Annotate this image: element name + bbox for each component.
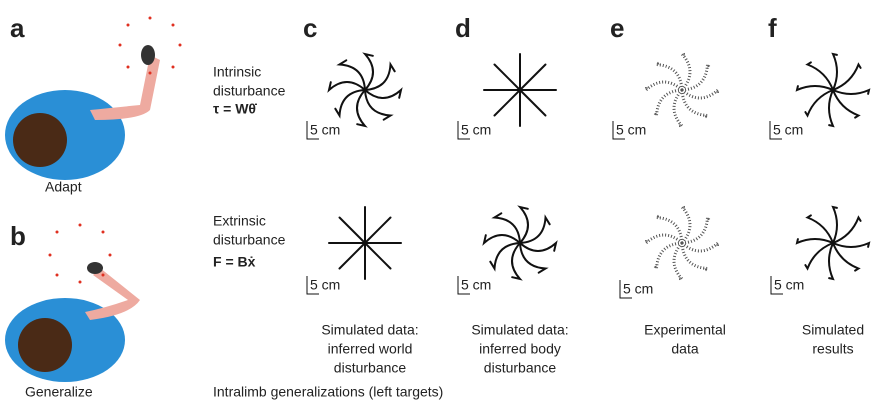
trajectory xyxy=(797,239,833,243)
panel-letter: f xyxy=(768,13,777,43)
column-caption: results xyxy=(812,341,853,357)
row-label: Intrinsic xyxy=(213,64,261,80)
trajectory xyxy=(833,243,869,247)
trajectory xyxy=(829,243,833,279)
arm-illustration-adapt xyxy=(5,45,160,180)
scale-label: 5 cm xyxy=(773,122,803,138)
column-caption: disturbance xyxy=(484,360,557,376)
trajectory xyxy=(357,90,365,126)
trajectory xyxy=(512,243,520,279)
scale-label: 5 cm xyxy=(461,122,491,138)
column-caption: Simulated xyxy=(802,322,864,338)
trajectory xyxy=(484,235,520,243)
trajectory xyxy=(490,243,520,269)
targets-generalize xyxy=(49,224,112,284)
scale-label: 5 cm xyxy=(623,281,653,297)
column-caption: data xyxy=(671,341,698,357)
trajectory xyxy=(682,90,718,98)
column-caption: Experimental xyxy=(644,322,726,338)
trajectory xyxy=(520,90,546,116)
trajectory xyxy=(495,65,521,91)
column-caption: inferred body xyxy=(479,341,561,357)
trajectory xyxy=(335,90,365,116)
trajectory xyxy=(520,243,556,251)
formula: F = Bẋ xyxy=(213,254,256,270)
column-caption: inferred world xyxy=(328,341,413,357)
trajectory xyxy=(682,243,708,271)
trajectory xyxy=(797,86,833,90)
trajectory xyxy=(654,243,682,269)
row-label: Extrinsic xyxy=(213,213,266,229)
trajectory xyxy=(829,90,833,126)
trajectory xyxy=(646,82,682,90)
trajectory xyxy=(520,207,528,243)
trajectory xyxy=(329,82,365,90)
trajectory xyxy=(340,218,366,244)
condition-label: Generalize xyxy=(25,384,93,400)
trajectory xyxy=(365,54,373,90)
trajectory xyxy=(340,60,366,90)
trajectory xyxy=(682,90,708,118)
row-label: disturbance xyxy=(213,83,286,99)
trajectory xyxy=(833,54,837,90)
footer-caption: Intralimb generalizations (left targets) xyxy=(213,384,443,400)
trajectory xyxy=(674,90,682,126)
trajectory xyxy=(682,207,690,243)
scale-label: 5 cm xyxy=(310,277,340,293)
formula: τ = Wθ̇ xyxy=(213,101,257,117)
trajectory xyxy=(682,218,710,244)
trajectory xyxy=(657,62,683,90)
condition-label: Adapt xyxy=(45,179,82,195)
panel-letter: a xyxy=(10,13,25,43)
trajectory xyxy=(520,65,546,91)
scale-label: 5 cm xyxy=(310,122,340,138)
column-caption: Simulated data: xyxy=(471,322,568,338)
row-label: disturbance xyxy=(213,232,286,248)
trajectory xyxy=(365,90,401,98)
trajectory xyxy=(674,243,682,279)
trajectory xyxy=(365,243,391,269)
trajectory xyxy=(833,90,869,94)
trajectory xyxy=(682,54,690,90)
scale-label: 5 cm xyxy=(461,277,491,293)
panel-letter: d xyxy=(455,13,471,43)
trajectory xyxy=(833,207,837,243)
scale-label: 5 cm xyxy=(774,277,804,293)
trajectory xyxy=(495,90,521,116)
figure: a b c d e f Adapt Generalize Intrinsic disturbanc… xyxy=(0,0,872,402)
panel-letter: e xyxy=(610,13,624,43)
trajectory xyxy=(365,90,391,120)
column-caption: disturbance xyxy=(334,360,407,376)
column-caption: Simulated data: xyxy=(321,322,418,338)
trajectory xyxy=(495,213,521,243)
trajectory xyxy=(682,65,710,91)
panel-letter: b xyxy=(10,221,26,251)
trajectory xyxy=(654,90,682,116)
arm-illustration-generalize xyxy=(5,262,140,382)
trajectory xyxy=(682,243,718,251)
trajectory xyxy=(657,215,683,243)
trajectory xyxy=(520,218,550,244)
panel-letter: c xyxy=(303,13,317,43)
trajectory xyxy=(646,235,682,243)
trajectory xyxy=(520,243,546,273)
trajectory xyxy=(365,218,391,244)
trajectory xyxy=(365,65,395,91)
trajectory xyxy=(340,243,366,269)
scale-label: 5 cm xyxy=(616,122,646,138)
